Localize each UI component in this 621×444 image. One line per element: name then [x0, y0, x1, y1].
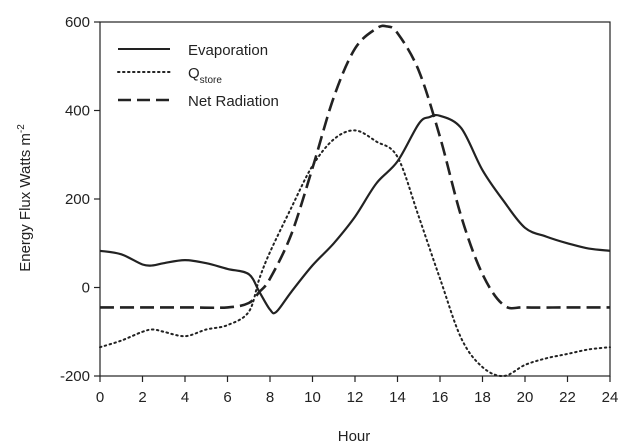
legend: Evaporation Qstore Net Radiation	[117, 42, 279, 110]
y-tick-label: -200	[60, 368, 90, 385]
x-tick-label: 10	[304, 389, 321, 406]
series-netradiation-line	[100, 24, 610, 310]
x-tick-label: 4	[181, 389, 189, 406]
x-tick-label: 12	[347, 389, 364, 406]
legend-qstore-main: Q	[188, 65, 200, 82]
series-group	[99, 24, 611, 378]
legend-qstore-sub: store	[200, 75, 223, 86]
x-tick-label: 6	[223, 389, 231, 406]
x-tick-label: 0	[96, 389, 104, 406]
y-tick-label: 0	[82, 280, 90, 297]
y-tick-label: 600	[65, 14, 90, 31]
legend-qstore-label: Qstore	[188, 65, 222, 86]
x-tick-label: 16	[432, 389, 449, 406]
x-tick-label: 22	[559, 389, 576, 406]
x-axis-title: Hour	[338, 428, 371, 444]
x-tick-label: 18	[474, 389, 491, 406]
x-tick-label: 14	[389, 389, 406, 406]
series-qstore-line	[99, 129, 611, 378]
x-tick-label: 20	[517, 389, 534, 406]
y-axis-title: Energy Flux Watts m-2	[16, 124, 34, 272]
x-tick-label: 8	[266, 389, 274, 406]
y-tick-label: 400	[65, 103, 90, 120]
x-tick-label: 2	[138, 389, 146, 406]
legend-netrad-label: Net Radiation	[188, 93, 279, 110]
legend-evaporation-label: Evaporation	[188, 42, 268, 59]
plot-frame	[99, 21, 611, 377]
y-tick-label: 200	[65, 191, 90, 208]
y-axis-title-sup: -2	[16, 124, 27, 133]
x-tick-label: 24	[602, 389, 619, 406]
series-evaporation-line	[99, 113, 611, 315]
y-axis-title-main: Energy Flux Watts m	[17, 133, 34, 272]
